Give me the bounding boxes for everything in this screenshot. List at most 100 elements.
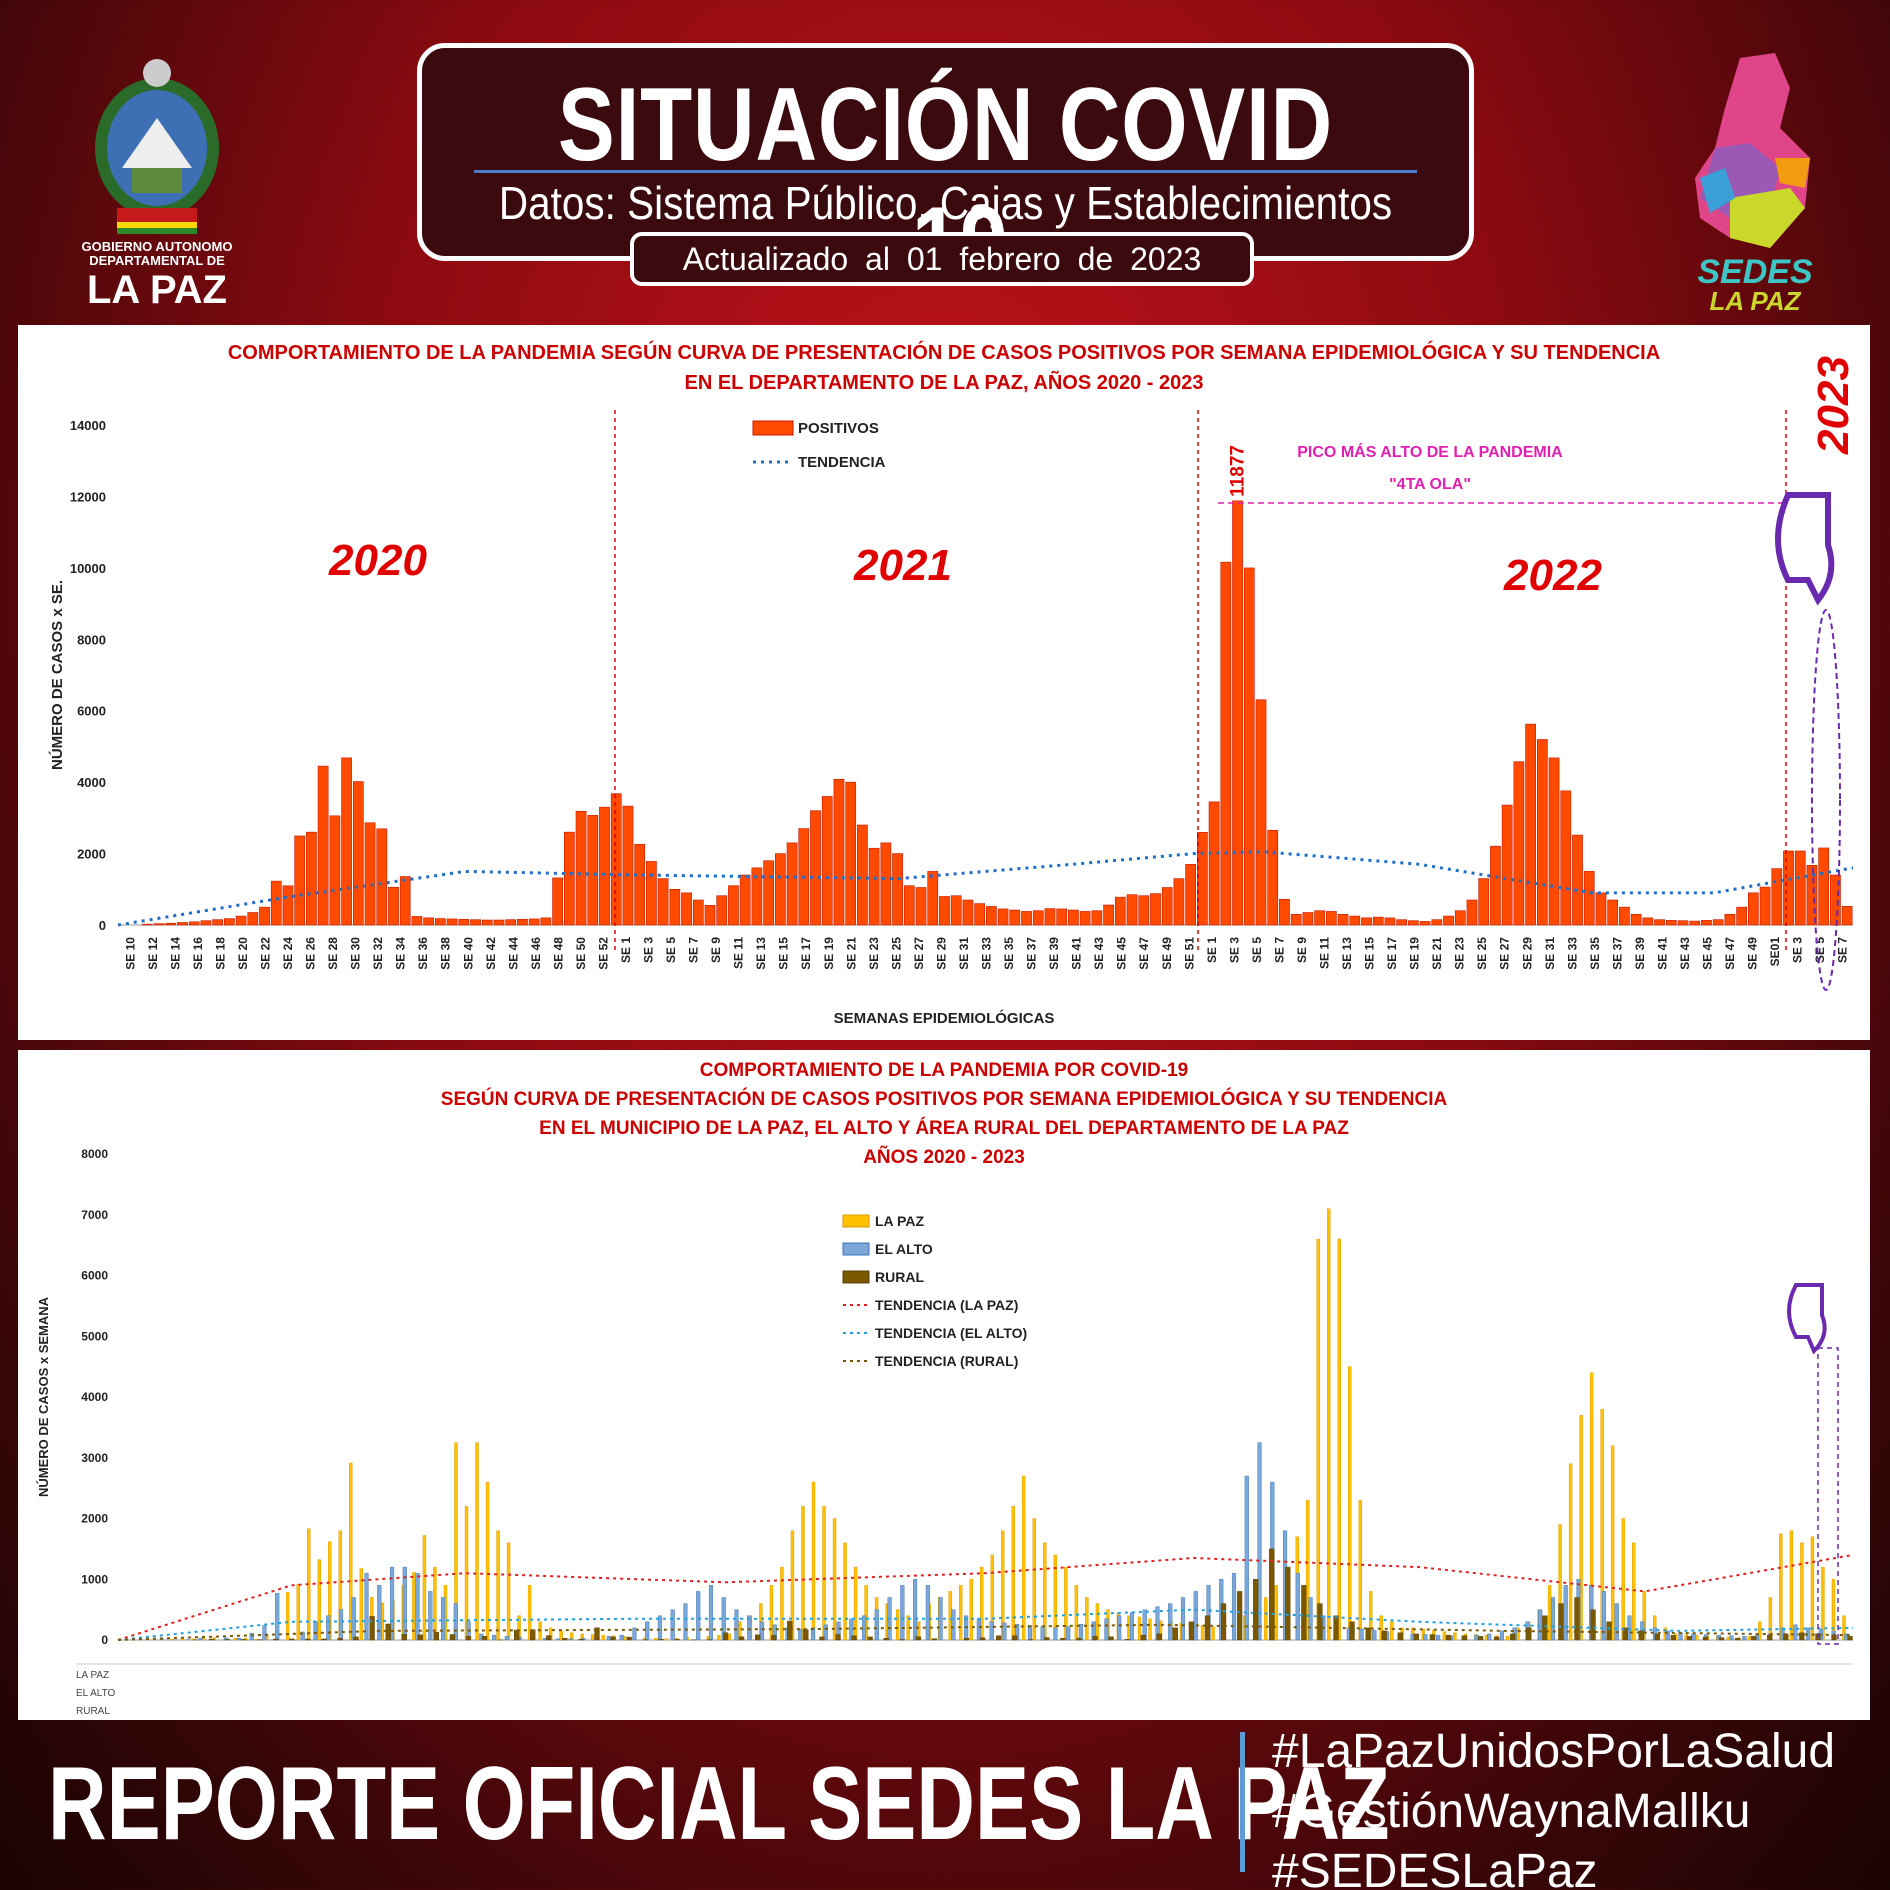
chart1-legend-swatch-positivos	[752, 420, 794, 436]
chart1-bar	[1044, 908, 1056, 926]
chart1-bar	[341, 757, 352, 926]
chart1-xtick: SE 17	[799, 937, 813, 970]
chart1-bar	[552, 877, 563, 926]
chart1-bar	[1068, 909, 1079, 926]
chart2-bar-0	[180, 1638, 185, 1641]
chart2-bar-2	[305, 1638, 311, 1641]
chart2-bar-2	[417, 1634, 423, 1641]
chart1-bar	[141, 923, 153, 926]
hashtag-3[interactable]: #SEDESLaPaz	[1272, 1845, 1598, 1890]
chart1-xtick: SE 29	[934, 937, 948, 970]
chart1-xtick: SE 14	[168, 937, 182, 970]
chart2-bar-1	[1538, 1609, 1543, 1641]
chart1-ytick: 2000	[77, 847, 106, 862]
chart2-legend-entry: TENDENCIA (RURAL)	[875, 1353, 1018, 1369]
chart1-legend-positivos: POSITIVOS	[798, 420, 879, 437]
chart2-bar-1	[1423, 1634, 1428, 1641]
chart1-xtick: SE 50	[574, 937, 588, 970]
chart2-bar-1	[1257, 1442, 1262, 1641]
chart1-bar	[1114, 896, 1126, 926]
chart2-legend-entry: LA PAZ	[875, 1213, 924, 1229]
chart2-bar-1	[696, 1591, 701, 1641]
chart1-bar	[1361, 917, 1372, 926]
chart1-annotation: PICO MÁS ALTO DE LA PANDEMIA	[1297, 442, 1563, 461]
chart1-bar	[188, 921, 200, 926]
chart2-bar-0	[349, 1462, 353, 1641]
chart1-bar	[1478, 878, 1490, 926]
chart1-xtick: SE 43	[1678, 937, 1692, 970]
chart2-bar-1	[1627, 1615, 1632, 1641]
chart2-ytick: 5000	[81, 1329, 108, 1343]
chart2-ytick: 0	[101, 1633, 108, 1647]
chart2-bar-2	[1204, 1615, 1211, 1641]
chart2-bar-2	[610, 1636, 616, 1641]
chart2-bar-2	[1718, 1637, 1725, 1641]
chart2-ytick: 3000	[81, 1451, 108, 1465]
hashtag-2[interactable]: #GestiónWaynaMallku	[1272, 1785, 1751, 1838]
chart1-bar	[1443, 915, 1454, 926]
chart1-bar	[786, 842, 798, 926]
chart2-bar-1	[1117, 1615, 1122, 1641]
chart2-bar-0	[359, 1568, 364, 1641]
chart2-highlight-box	[1817, 1347, 1839, 1645]
chart2-bar-0	[1337, 1238, 1341, 1641]
chart1-bar	[1267, 829, 1279, 926]
chart1-xtick: SE 48	[551, 937, 565, 970]
chart1-xtick: SE 1	[1205, 937, 1219, 963]
chart1-bar	[1830, 874, 1841, 926]
chart1-bar	[857, 824, 868, 926]
chart1-xtick: SE 38	[439, 937, 453, 970]
hashtag-1[interactable]: #LaPazUnidosPorLaSalud	[1272, 1725, 1836, 1778]
chart2-bar-2	[1445, 1634, 1452, 1641]
chart2-bar-2	[1108, 1636, 1114, 1641]
chart2-bar-2	[867, 1636, 873, 1641]
chart1-bar	[681, 892, 692, 926]
chart1-bar	[692, 899, 704, 926]
chart2-bar-2	[803, 1629, 809, 1641]
chart2-bar-1	[1244, 1475, 1249, 1641]
chart1-xlabel: SEMANAS EPIDEMIOLÓGICAS	[834, 1009, 1055, 1027]
chart2-bar-0	[1453, 1632, 1457, 1641]
chart1-xtick: SE 7	[687, 937, 701, 963]
chart2-bar-0	[296, 1584, 300, 1641]
chart2-bar-2	[1670, 1634, 1676, 1641]
chart1-bar	[317, 765, 329, 926]
chart1-bar	[1150, 893, 1161, 926]
chart1-bar	[294, 835, 306, 926]
logo-left-line1: GOBIERNO AUTONOMO	[81, 239, 233, 254]
chart1-bar	[1783, 850, 1794, 926]
chart2-bar-2	[1558, 1603, 1564, 1641]
chart2-bar-2	[1638, 1630, 1644, 1641]
chart2-pointer-icon	[1787, 1283, 1827, 1355]
chart2-bar-1	[351, 1597, 356, 1641]
chart1-xtick: SE 47	[1723, 937, 1737, 970]
chart2-ytick: 4000	[81, 1390, 108, 1404]
chart2-bar-0	[527, 1585, 532, 1641]
chart2-bar-0	[727, 1633, 732, 1641]
chart1-bar	[575, 810, 587, 926]
chart1-bar	[1337, 913, 1349, 926]
chart1-xtick: SE 3	[1227, 937, 1241, 963]
chart1-bar	[587, 815, 599, 926]
chart1-bar	[517, 918, 528, 926]
chart1-bar	[224, 918, 235, 926]
chart1-bar	[1032, 910, 1044, 926]
chart2-bar-2	[224, 1639, 231, 1641]
chart1-xtick: SE 49	[1160, 937, 1174, 970]
chart2-bar-1	[1359, 1628, 1364, 1641]
chart1-xtick: SE 21	[844, 937, 858, 970]
chart2-bar-2	[273, 1638, 279, 1641]
chart2-bar-2	[1702, 1636, 1709, 1641]
chart2-table-row-label: EL ALTO	[76, 1688, 116, 1699]
chart2-bar-2	[449, 1634, 456, 1641]
logo-left-line3: LA PAZ	[87, 268, 227, 312]
chart1-bar	[985, 906, 997, 926]
chart2-bar-2	[1686, 1636, 1693, 1641]
chart1-bar	[1349, 915, 1361, 926]
chart1-xtick: SE 11	[732, 937, 746, 969]
chart1-bar	[1595, 892, 1607, 926]
chart2-bar-1	[1614, 1603, 1619, 1641]
chart1-bar	[704, 905, 716, 926]
chart2-bar-0	[1316, 1238, 1320, 1641]
chart1-xtick: SE 12	[146, 937, 160, 970]
